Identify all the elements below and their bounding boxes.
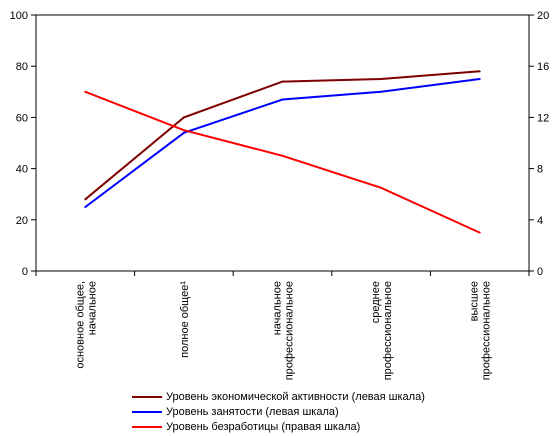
legend-label: Уровень занятости (левая шкала) — [166, 405, 339, 418]
x-axis: основное общее, начальное полное общее¹ нач… — [35, 271, 530, 380]
x-tick-label-line: высшее — [469, 281, 481, 321]
left-tick-label: 40 — [16, 164, 28, 176]
right-tick-label: 12 — [537, 112, 549, 124]
left-tick-label: 60 — [16, 112, 28, 124]
legend-item-employment: Уровень занятости (левая шкала) — [132, 404, 425, 419]
legend-item-activity: Уровень экономической активности (левая … — [132, 389, 425, 404]
x-tick-label: высшее профессиональное — [469, 281, 493, 380]
x-tick-label-line: начальное — [272, 281, 284, 335]
left-tick-label: 0 — [22, 266, 28, 278]
right-tick-label: 20 — [537, 10, 549, 22]
series-lines — [84, 70, 481, 234]
legend-swatch — [132, 410, 162, 413]
x-tick-label: основное общее, начальное — [74, 281, 98, 369]
right-tick-label: 4 — [537, 215, 543, 227]
x-tick-label: начальное профессиональное — [272, 281, 296, 380]
right-axis: 0 4 8 12 16 20 — [529, 10, 549, 278]
series-line-1 — [84, 78, 480, 208]
data-point — [182, 129, 185, 132]
x-tick-label-line: профессиональное — [481, 281, 493, 380]
data-point — [478, 70, 481, 73]
x-tick-label-line: профессиональное — [284, 281, 296, 380]
data-point — [380, 78, 383, 80]
x-tick-label-line: профессиональное — [382, 281, 394, 380]
x-tick-label-line: среднее — [370, 281, 382, 323]
legend-swatch — [132, 425, 162, 428]
x-tick-label: среднее профессиональное — [370, 281, 394, 380]
data-point — [478, 231, 481, 234]
data-point — [84, 198, 87, 201]
left-tick-label: 80 — [16, 61, 28, 73]
data-point — [281, 80, 284, 83]
data-point — [281, 98, 284, 101]
legend-item-unemployment: Уровень безработицы (правая шкала) — [132, 419, 425, 434]
left-tick-label: 20 — [16, 215, 28, 227]
x-tick-label-line: полное общее¹ — [179, 281, 191, 358]
legend: Уровень экономической активности (левая … — [132, 389, 425, 434]
x-tick-label: полное общее¹ — [179, 281, 191, 358]
data-point — [182, 131, 185, 134]
legend-label: Уровень экономической активности (левая … — [166, 390, 425, 403]
right-tick-label: 8 — [537, 164, 543, 176]
legend-label: Уровень безработицы (правая шкала) — [166, 420, 361, 433]
data-point — [84, 90, 87, 93]
data-point — [84, 206, 87, 208]
plot-area — [35, 14, 530, 272]
data-point — [380, 186, 383, 189]
data-point — [281, 154, 284, 157]
right-tick-label: 16 — [537, 61, 549, 73]
left-tick-label: 100 — [10, 10, 28, 22]
x-tick-label-line: основное общее, — [74, 281, 86, 369]
right-tick-label: 0 — [537, 266, 543, 278]
data-point — [182, 116, 185, 119]
legend-swatch — [132, 395, 162, 398]
data-point — [478, 78, 481, 80]
data-point — [380, 90, 383, 93]
x-tick-label-line: начальное — [86, 281, 98, 335]
left-axis: 0 20 40 60 80 100 — [10, 10, 36, 278]
series-line-0 — [84, 70, 480, 201]
